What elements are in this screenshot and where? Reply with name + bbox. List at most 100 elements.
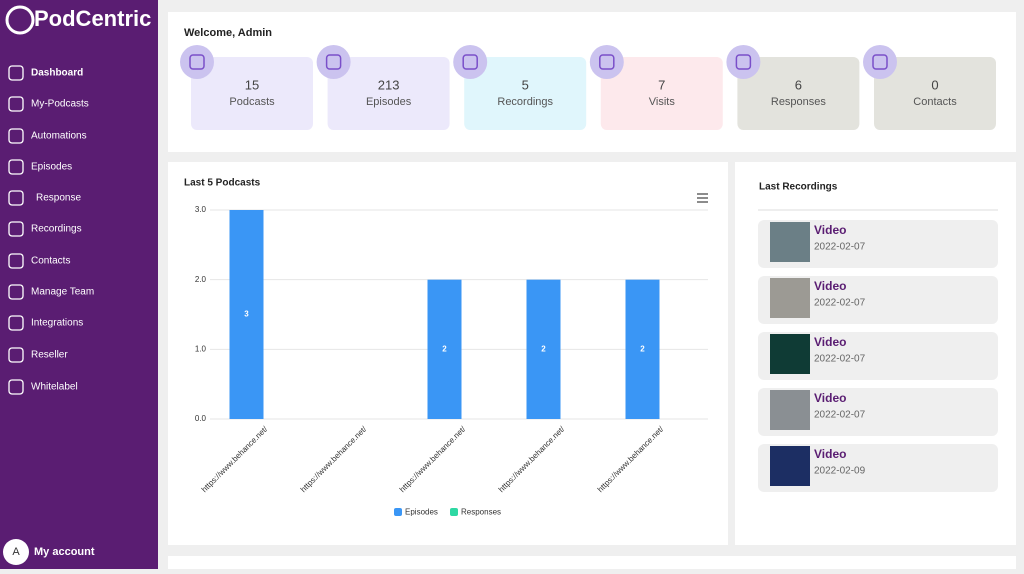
menu-item[interactable]: Integrations	[31, 318, 83, 329]
bar-label: 2	[442, 344, 447, 353]
bar-label: 2	[640, 344, 645, 353]
avatar	[3, 539, 29, 565]
chart-title: Last 5 Podcasts	[184, 178, 261, 189]
menu-item[interactable]: Whitelabel	[31, 382, 78, 393]
bar	[229, 210, 264, 419]
menu-item[interactable]: Manage Team	[31, 287, 94, 298]
menu-item[interactable]: Automations	[31, 131, 87, 142]
bar	[625, 279, 660, 419]
menu-icon	[8, 379, 24, 395]
stat-value: 15	[245, 77, 259, 92]
menu-icon	[8, 347, 24, 363]
welcome: Welcome, Admin	[184, 27, 272, 39]
recording-thumbnail	[770, 390, 810, 430]
stat-card	[327, 57, 450, 130]
recording-title: Video	[814, 391, 846, 405]
menu-item[interactable]: Episodes	[31, 162, 72, 173]
bar	[427, 279, 462, 419]
recording-item[interactable]	[758, 332, 998, 380]
stat-card	[600, 57, 723, 130]
menu-item[interactable]: Dashboard	[31, 68, 83, 79]
logo: PodCentric	[34, 6, 151, 31]
stat-icon	[726, 45, 761, 79]
stat-icon	[589, 45, 624, 79]
recording-item[interactable]	[758, 444, 998, 492]
stat-label: Podcasts	[229, 96, 275, 108]
menu-item[interactable]: Recordings	[31, 224, 82, 235]
y-tick-label: 1.0	[195, 344, 207, 353]
recording-item[interactable]	[758, 276, 998, 324]
stat-label: Contacts	[913, 96, 957, 108]
menu-icon	[8, 190, 24, 206]
recording-date: 2022-02-07	[814, 410, 866, 421]
menu-icon	[8, 96, 24, 112]
recording-date: 2022-02-07	[814, 298, 866, 309]
recording-date: 2022-02-07	[814, 242, 866, 253]
menu-item[interactable]: Contacts	[31, 256, 70, 267]
bar-label: 2	[541, 344, 546, 353]
stat-label: Episodes	[366, 96, 412, 108]
recording-title: Video	[814, 335, 846, 349]
menu-icon	[8, 128, 24, 144]
stat-value: 0	[931, 77, 938, 92]
y-tick-label: 0.0	[195, 414, 207, 423]
stat-card	[737, 57, 860, 130]
menu-icon	[8, 253, 24, 269]
stat-label: Visits	[649, 96, 676, 108]
stat-icon-glyph	[325, 54, 342, 70]
recording-title: Video	[814, 279, 846, 293]
legend-label[interactable]: Responses	[461, 508, 501, 517]
avatar-letter: A	[12, 546, 20, 558]
legend-swatch	[394, 508, 402, 516]
stat-icon	[316, 45, 351, 79]
recording-date: 2022-02-07	[814, 354, 866, 365]
stat-label: Responses	[771, 96, 827, 108]
stat-icon-glyph	[189, 54, 205, 70]
stat-icon-glyph	[872, 54, 888, 70]
bottom-card	[168, 556, 1016, 574]
y-tick-label: 3.0	[195, 205, 207, 214]
stat-icon	[453, 45, 488, 79]
menu-item[interactable]: Response	[36, 193, 81, 204]
menu-item[interactable]: Reseller	[31, 350, 68, 361]
menu-icon	[8, 159, 24, 175]
menu-icon	[8, 315, 24, 331]
stat-icon-glyph	[599, 54, 615, 70]
legend-label[interactable]: Episodes	[405, 508, 438, 517]
recording-title: Video	[814, 447, 846, 461]
legend-swatch	[450, 508, 458, 516]
stat-card	[874, 57, 996, 130]
recordings-title: Last Recordings	[759, 182, 838, 193]
recording-thumbnail	[770, 222, 810, 262]
account[interactable]: My account	[34, 546, 95, 558]
stat-icon-glyph	[735, 54, 752, 70]
stat-value: 213	[378, 77, 400, 92]
stat-card	[191, 57, 313, 130]
stat-value: 5	[522, 77, 529, 92]
recording-title: Video	[814, 223, 846, 237]
y-tick-label: 2.0	[195, 275, 207, 284]
menu-icon	[8, 284, 24, 300]
stat-value: 7	[658, 77, 665, 92]
stat-icon	[863, 45, 897, 79]
recording-thumbnail	[770, 278, 810, 318]
recording-date: 2022-02-09	[814, 466, 866, 477]
menu-icon	[8, 65, 24, 81]
logo-icon	[5, 5, 35, 35]
sidebar	[0, 0, 158, 569]
stat-label: Recordings	[497, 96, 553, 108]
menu-icon	[8, 221, 24, 237]
recording-thumbnail	[770, 446, 810, 486]
stat-value: 6	[795, 77, 802, 92]
chart-menu[interactable]	[697, 193, 708, 203]
bar	[526, 279, 561, 419]
menu-item[interactable]: My-Podcasts	[31, 99, 89, 110]
recording-item[interactable]	[758, 220, 998, 268]
stat-icon	[180, 45, 214, 79]
recording-thumbnail	[770, 334, 810, 374]
recording-item[interactable]	[758, 388, 998, 436]
stat-card	[464, 57, 587, 130]
stat-icon-glyph	[462, 54, 478, 70]
bar-label: 3	[244, 310, 249, 319]
